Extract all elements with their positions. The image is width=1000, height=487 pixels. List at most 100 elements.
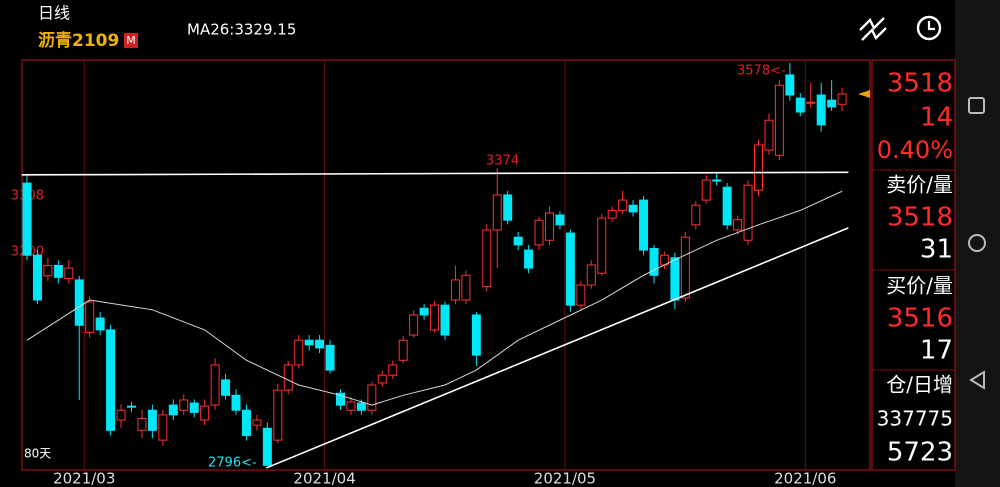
nav-recent[interactable] [968, 97, 985, 114]
last-price-marker [858, 89, 870, 98]
candle-body [618, 199, 628, 211]
candle-body [795, 97, 805, 113]
panel-frame [871, 59, 956, 471]
candle-body [398, 339, 408, 361]
candle-body [837, 93, 847, 105]
candle-body [137, 417, 147, 431]
candle-body [639, 199, 649, 251]
candle-body [743, 184, 753, 241]
candle-body [74, 279, 84, 326]
candle-body [649, 248, 659, 276]
candle-body [116, 409, 126, 421]
candle-body [43, 265, 53, 277]
candle-body [440, 304, 450, 336]
candle-body [806, 101, 816, 104]
candle-body [680, 236, 690, 299]
clock-hands [927, 21, 935, 31]
candle-body [482, 229, 492, 288]
x-tick-label: 2021/05 [534, 470, 596, 487]
candle-body [158, 414, 168, 441]
candle-body [492, 194, 502, 231]
nav-home[interactable] [968, 234, 986, 252]
bid-volume: 17 [920, 336, 953, 366]
candle-body [774, 84, 784, 156]
candle-body [419, 307, 429, 316]
candle-body [304, 339, 314, 346]
ask-price: 3518 [887, 203, 953, 233]
candle-body [53, 265, 63, 278]
candle-body [785, 74, 795, 96]
candle-body [586, 264, 596, 286]
candle-body [409, 314, 419, 336]
candle-body [377, 374, 387, 384]
candle-body [764, 119, 774, 151]
candle-body [95, 317, 105, 331]
candle-body [346, 401, 356, 411]
open-interest: 337775 [877, 407, 953, 431]
candle-body [147, 409, 157, 431]
candle-body [127, 405, 136, 408]
change-pct: 0.40% [877, 136, 953, 164]
candle-body [241, 409, 251, 436]
candle-body [252, 419, 262, 426]
candle-body [221, 379, 231, 396]
ma-line [26, 190, 843, 406]
candle-body [336, 392, 345, 406]
candle-body [712, 179, 722, 182]
candle-body [597, 217, 607, 274]
candle-body [325, 344, 335, 371]
trend-line [266, 227, 849, 469]
trend-line [21, 171, 849, 176]
nav-back[interactable] [969, 370, 985, 390]
candle-body [273, 389, 283, 441]
candle-body [262, 427, 272, 466]
candle-body [545, 212, 554, 241]
annotation: 3578<- [737, 64, 786, 79]
candle-body [32, 254, 42, 301]
candle-body [628, 204, 638, 213]
candle-body [513, 236, 523, 246]
oi-change: 5723 [887, 438, 953, 468]
change: 14 [920, 103, 953, 133]
candle-body [565, 232, 575, 306]
drawing-tool-icon[interactable] [859, 17, 887, 41]
candle-body [85, 301, 95, 333]
clock-icon[interactable] [916, 15, 942, 41]
candle-body [701, 179, 711, 201]
candle-body [450, 279, 460, 301]
candle-body [754, 144, 763, 191]
x-tick-label: 2021/03 [53, 470, 115, 487]
candle-body [356, 402, 366, 411]
candle-body [670, 257, 680, 301]
candle-body [283, 364, 293, 391]
x-tick-label: 2021/04 [293, 470, 355, 487]
candle-body [555, 214, 565, 226]
candle-body [524, 249, 534, 269]
candle-body [64, 267, 74, 279]
period[interactable]: 日线 [38, 4, 70, 23]
ma-text: MA26:3329.15 [187, 21, 296, 39]
candle-body [367, 384, 377, 411]
badge-bg [124, 33, 138, 48]
ask-label: 卖价/量 [886, 173, 953, 197]
candle-body [231, 394, 241, 411]
candle-body [294, 339, 304, 366]
last-price: 3518 [887, 69, 953, 99]
candle-body [430, 304, 440, 331]
symbol[interactable]: 沥青2109 [38, 30, 119, 51]
candle-body [722, 186, 732, 226]
candle-body [106, 329, 116, 431]
chart-frame [21, 59, 871, 471]
candle-body [816, 94, 826, 126]
candle-body [827, 99, 837, 108]
candle-body [576, 284, 586, 306]
candle-body [503, 194, 513, 221]
bid-price: 3516 [887, 304, 953, 334]
x-tick-label: 2021/06 [774, 470, 836, 487]
days: 80天 [24, 447, 51, 461]
ask-volume: 31 [920, 235, 953, 265]
candle-body [179, 399, 189, 411]
oi-label: 仓/日增 [886, 373, 953, 397]
